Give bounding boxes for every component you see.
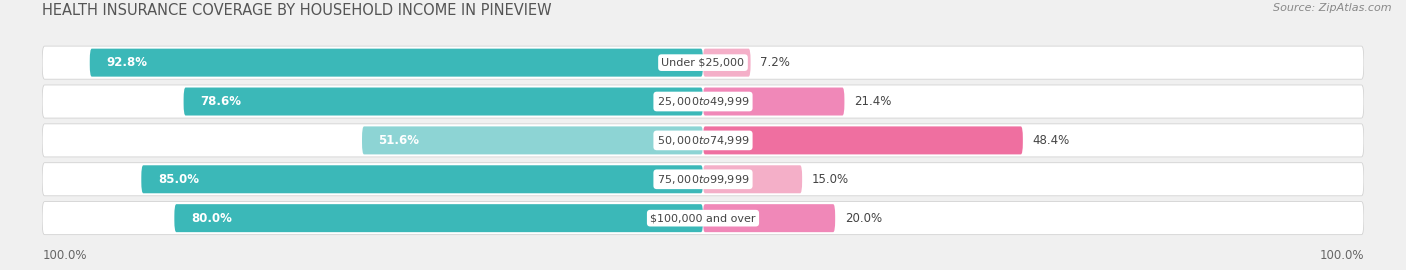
FancyBboxPatch shape bbox=[42, 85, 1364, 118]
Text: $50,000 to $74,999: $50,000 to $74,999 bbox=[657, 134, 749, 147]
FancyBboxPatch shape bbox=[703, 165, 801, 193]
FancyBboxPatch shape bbox=[703, 204, 835, 232]
Text: 21.4%: 21.4% bbox=[855, 95, 891, 108]
Text: 92.8%: 92.8% bbox=[107, 56, 148, 69]
Text: $25,000 to $49,999: $25,000 to $49,999 bbox=[657, 95, 749, 108]
Text: Under $25,000: Under $25,000 bbox=[661, 58, 745, 68]
FancyBboxPatch shape bbox=[42, 124, 1364, 157]
FancyBboxPatch shape bbox=[42, 46, 1364, 79]
Text: 85.0%: 85.0% bbox=[157, 173, 198, 186]
FancyBboxPatch shape bbox=[703, 49, 751, 77]
Text: 51.6%: 51.6% bbox=[378, 134, 419, 147]
Text: 48.4%: 48.4% bbox=[1033, 134, 1070, 147]
Text: $75,000 to $99,999: $75,000 to $99,999 bbox=[657, 173, 749, 186]
FancyBboxPatch shape bbox=[42, 202, 1364, 235]
Text: 7.2%: 7.2% bbox=[761, 56, 790, 69]
FancyBboxPatch shape bbox=[184, 87, 703, 116]
Text: 100.0%: 100.0% bbox=[1319, 249, 1364, 262]
Text: 100.0%: 100.0% bbox=[42, 249, 87, 262]
Text: $100,000 and over: $100,000 and over bbox=[650, 213, 756, 223]
Text: 15.0%: 15.0% bbox=[813, 173, 849, 186]
Text: 78.6%: 78.6% bbox=[200, 95, 240, 108]
Text: Source: ZipAtlas.com: Source: ZipAtlas.com bbox=[1274, 3, 1392, 13]
FancyBboxPatch shape bbox=[42, 163, 1364, 196]
Text: 20.0%: 20.0% bbox=[845, 212, 882, 225]
FancyBboxPatch shape bbox=[141, 165, 703, 193]
FancyBboxPatch shape bbox=[174, 204, 703, 232]
FancyBboxPatch shape bbox=[90, 49, 703, 77]
FancyBboxPatch shape bbox=[703, 87, 845, 116]
Text: HEALTH INSURANCE COVERAGE BY HOUSEHOLD INCOME IN PINEVIEW: HEALTH INSURANCE COVERAGE BY HOUSEHOLD I… bbox=[42, 3, 551, 18]
FancyBboxPatch shape bbox=[361, 126, 703, 154]
Text: 80.0%: 80.0% bbox=[191, 212, 232, 225]
FancyBboxPatch shape bbox=[703, 126, 1022, 154]
